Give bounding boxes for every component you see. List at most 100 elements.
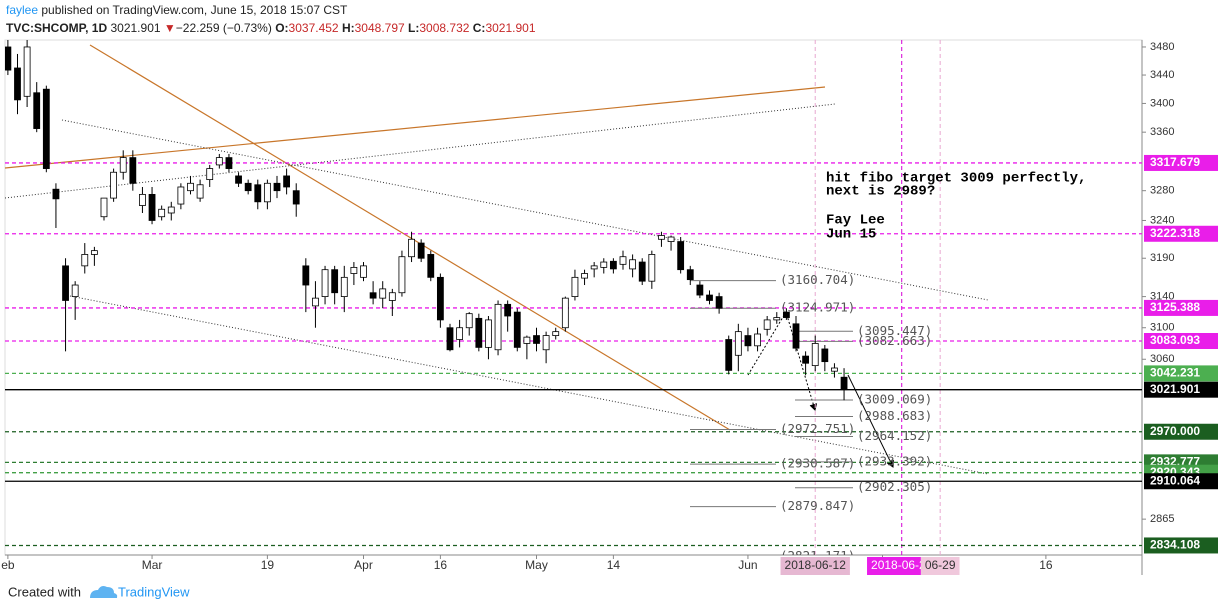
c-label: C:: [472, 21, 486, 35]
annotation-text: next is 2989?: [826, 184, 935, 200]
annotation: hit fibo target 3009 perfectly, next is …: [826, 171, 1086, 243]
candle-body: [436, 276, 444, 321]
x-tick-label: Jun: [738, 558, 757, 572]
candle-body: [292, 190, 300, 205]
candle-body: [658, 235, 665, 240]
candle-body: [792, 323, 800, 349]
fib-label: (2930.587): [780, 456, 855, 471]
candle-body: [600, 261, 608, 268]
y-tick-label: 3280: [1150, 185, 1174, 197]
footer-created: Created with: [8, 584, 81, 599]
candle-body: [782, 311, 790, 318]
o: 3037.452: [288, 21, 339, 35]
x-tick-label: 19: [261, 558, 275, 572]
level-label: 3317.679: [1150, 155, 1200, 169]
fib-label: (2972.751): [780, 421, 855, 436]
l-label: L:: [408, 21, 420, 35]
fib-label: (3082.663): [857, 333, 932, 348]
fib-label: (2933.392): [857, 453, 932, 468]
date-marker-box: [780, 557, 850, 575]
candle-body: [33, 92, 41, 129]
plot-area: [4, 39, 1143, 556]
candle-body: [840, 376, 848, 391]
candle-body: [14, 67, 21, 101]
candle-body: [619, 256, 627, 265]
candle-body: [398, 256, 406, 294]
y-tick-label: 3480: [1150, 41, 1174, 53]
candle-body: [215, 157, 223, 166]
candle-body: [177, 186, 185, 205]
candle-body: [677, 241, 685, 271]
candle-body: [773, 317, 781, 321]
y-tick-label: 3060: [1150, 353, 1174, 365]
level-box: [1144, 365, 1218, 382]
candle-body: [340, 276, 348, 297]
candle-body: [119, 157, 127, 173]
candle-body: [90, 250, 98, 255]
candle-body: [590, 265, 598, 270]
candle-body: [629, 259, 637, 270]
candle-body: [369, 292, 377, 299]
candle-body: [360, 265, 367, 278]
o-label: O:: [275, 21, 289, 35]
candle-body: [110, 171, 118, 199]
candle-body: [696, 284, 704, 296]
candle-body: [302, 265, 310, 286]
y-tick-label: 3440: [1150, 69, 1174, 81]
candle-body: [129, 157, 137, 184]
candle-body: [446, 327, 454, 351]
trend-line: [89, 44, 731, 431]
candle-body: [686, 269, 694, 281]
candle-body: [456, 327, 464, 340]
level-box: [1144, 423, 1218, 440]
candle-body: [744, 335, 752, 347]
level-box: [1144, 473, 1218, 490]
candle-body: [254, 184, 262, 203]
candle-body: [609, 260, 617, 270]
date-marker-box: [867, 557, 937, 575]
level-box: [1144, 225, 1218, 242]
candle-body: [235, 175, 242, 184]
candle-body: [331, 269, 339, 294]
y-tick-label: 2865: [1150, 513, 1174, 525]
l: 3008.732: [419, 21, 470, 35]
date-marker-box: [920, 557, 960, 575]
fib-label: (2988.683): [857, 408, 932, 423]
x-tick-label: 16: [434, 558, 448, 572]
candle-body: [388, 292, 396, 301]
footer-brand: TradingView: [118, 584, 190, 599]
author: faylee: [6, 3, 39, 17]
candle-body: [244, 182, 252, 192]
candle-body: [263, 182, 271, 203]
candle-body: [81, 254, 89, 267]
candle-body: [715, 296, 723, 309]
fib-label: (3095.447): [857, 323, 932, 338]
level-box: [1144, 299, 1218, 316]
candle-body: [667, 236, 675, 242]
level-box: [1144, 154, 1218, 171]
candle-body: [158, 208, 166, 218]
candle-body: [465, 313, 473, 329]
candle-body: [706, 294, 713, 301]
candle-body: [225, 157, 233, 169]
tv-logo: [90, 586, 118, 598]
x-tick-label: 16: [1039, 558, 1053, 572]
x-tick-label: May: [525, 558, 548, 572]
candle-body: [533, 335, 540, 344]
candle-body: [504, 303, 512, 317]
candle-body: [62, 265, 69, 301]
level-label: 2910.064: [1150, 473, 1200, 487]
candle-body: [513, 311, 521, 348]
level-label: 2970.000: [1150, 424, 1200, 438]
level-label: 3083.093: [1150, 333, 1200, 347]
y-tick-label: 3190: [1150, 252, 1174, 264]
last: 3021.901: [110, 21, 161, 35]
level-label: 3222.318: [1150, 226, 1200, 240]
candle-body: [206, 168, 214, 181]
plot-layer: (3160.704) (3124.971) (2972.751) (2930.587)…: [5, 40, 1142, 555]
candle-body: [42, 88, 50, 169]
fib-label: (3124.971): [780, 300, 855, 315]
fib-label: (2902.305): [857, 479, 932, 494]
candle-body: [139, 193, 146, 206]
